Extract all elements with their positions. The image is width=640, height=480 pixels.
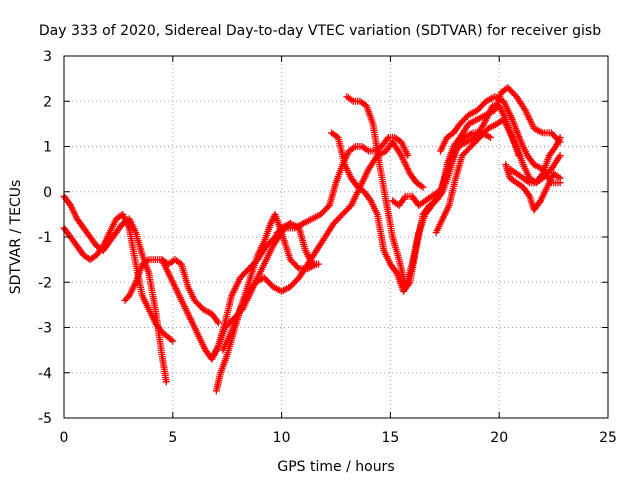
data-series — [436, 93, 564, 187]
data-series — [432, 115, 564, 236]
data-point — [294, 263, 302, 271]
data-point — [350, 144, 358, 152]
data-point — [383, 135, 391, 143]
x-axis-label: GPS time / hours — [277, 459, 394, 475]
data-point — [348, 96, 356, 104]
data-point — [524, 178, 532, 186]
data-point — [554, 173, 562, 181]
y-tick-label: -5 — [38, 411, 52, 427]
data-point — [419, 183, 427, 191]
data-point — [417, 182, 425, 190]
data-point — [538, 171, 546, 179]
y-tick-label: -3 — [38, 321, 52, 337]
data-point — [392, 268, 400, 276]
data-series — [219, 138, 427, 354]
y-tick-label: -1 — [38, 230, 52, 246]
y-tick-label: 2 — [43, 94, 52, 110]
data-series — [273, 133, 412, 236]
data-point — [556, 133, 564, 141]
data-point — [312, 260, 320, 268]
data-point — [556, 152, 564, 160]
data-point — [169, 337, 177, 345]
y-tick-label: 1 — [43, 140, 52, 156]
axis-ticks: 0 5 10 15 20 25 -5 -4 -3 -2 -1 0 1 2 3 — [38, 49, 617, 446]
data-series — [121, 256, 222, 327]
y-tick-label: -2 — [38, 275, 52, 291]
data-point — [486, 133, 494, 141]
x-tick-label: 5 — [168, 430, 177, 446]
x-tick-label: 25 — [599, 430, 617, 446]
x-tick-label: 0 — [60, 430, 69, 446]
y-axis-label: SDTVAR / TECUs — [8, 180, 24, 295]
y-tick-label: 0 — [43, 185, 52, 201]
data-point — [363, 146, 371, 154]
data-series — [389, 84, 564, 209]
data-point — [162, 378, 170, 386]
data-point — [437, 185, 445, 193]
data-series — [60, 210, 177, 345]
chart-title: Day 333 of 2020, Sidereal Day-to-day VTE… — [39, 23, 601, 39]
data-point — [214, 319, 222, 327]
data-point — [143, 257, 151, 265]
y-tick-label: 3 — [43, 49, 52, 65]
data-point — [167, 336, 175, 344]
data-point — [404, 152, 412, 160]
x-tick-label: 15 — [381, 430, 399, 446]
data-point — [324, 203, 332, 211]
data-series — [502, 161, 564, 214]
x-tick-label: 20 — [490, 430, 508, 446]
y-tick-label: -4 — [38, 366, 52, 382]
data-marks — [60, 84, 564, 395]
x-tick-label: 10 — [273, 430, 291, 446]
data-series — [506, 133, 564, 187]
data-point — [213, 317, 221, 325]
data-point — [401, 194, 409, 202]
data-point — [556, 174, 564, 182]
